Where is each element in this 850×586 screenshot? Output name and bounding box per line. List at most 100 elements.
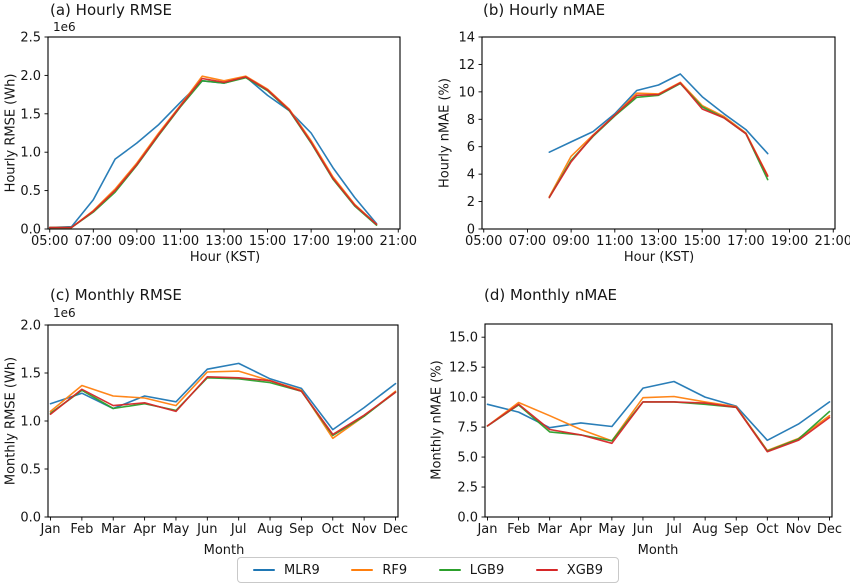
legend-label-mlr9: MLR9 [284,562,320,578]
panel-b-ytick-label: 8 [467,113,475,128]
panel-a-title: (a) Hourly RMSE [50,1,172,19]
panel-c-offset: 1e6 [53,306,76,320]
panel-a-ytick-label: 1.0 [20,146,41,161]
series-xgb9-panel-b [548,82,769,199]
legend-item-lgb9: LGB9 [438,562,505,578]
panel-c-xtick-label: Aug [257,522,282,537]
panel-b-ytick-label: 14 [458,31,475,46]
panel-c-xtick-label: Jun [196,522,217,537]
panel-a-ytick-label: 2.5 [20,31,41,46]
panel-d-xtick-label: Oct [756,522,778,537]
legend-line-swatch-rf9 [351,568,374,572]
panel-c-xtick-label: Jan [39,522,60,537]
panel-c-ytick-label: 2.0 [20,319,41,334]
panel-d-xtick-label: Jun [632,522,653,537]
panel-a-ytick-label: 0.0 [20,223,41,238]
panel-d-ytick-label: 2.5 [457,481,478,496]
series-mlr9-panel-c [49,362,397,431]
panel-b-xtick-label: 09:00 [552,234,589,249]
panel-d-ytick-label: 5.0 [457,451,478,466]
panel-d-title: (d) Monthly nMAE [484,286,618,304]
panel-a-ytick-label: 0.5 [20,184,41,199]
legend-item-mlr9: MLR9 [253,563,320,578]
panel-a-xtick-label: 19:00 [336,234,373,249]
panel-c-xtick-label: Sep [289,522,314,537]
legend: MLR9 RF9 LGB9 XGB9 [237,557,619,583]
panel-b-xtick-label: 05:00 [465,234,502,249]
series-xgb9-panel-a [48,76,378,229]
series-rf9-panel-c [49,370,397,440]
panel-c-xtick-label: Oct [322,522,344,537]
panel-d-xtick-label: Sep [724,522,749,537]
panel-b-ylabel: Hourly nMAE (%) [437,78,453,188]
panel-d-xtick-label: Mar [537,522,562,537]
panel-c-xtick-label: Dec [383,522,408,537]
series-mlr9-panel-b [548,73,769,155]
panel-d-xtick-label: Dec [817,522,842,537]
panel-b-xtick-label: 17:00 [727,234,764,249]
series-rf9-panel-b [548,81,769,198]
series-lgb9-panel-d [486,401,831,452]
legend-item-xgb9: XGB9 [535,562,603,578]
panel-c-xtick-label: Jul [230,522,247,537]
panel-a-xtick-label: 17:00 [292,234,329,249]
panel-d-ytick-label: 10.0 [449,391,478,406]
panel-a-xtick-label: 09:00 [118,234,155,249]
panel-a-xtick-label: 15:00 [249,234,286,249]
series-xgb9-panel-d [486,401,831,453]
panel-d-xtick-label: Nov [786,522,812,537]
panel-c-ytick-label: 0.5 [20,463,41,478]
panel-a-xtick-label: 05:00 [31,234,68,249]
panel-c-xtick-label: May [163,522,190,537]
series-rf9-panel-d [486,395,831,452]
panel-d-ytick-label: 12.5 [449,361,478,376]
panel-b-frame [481,36,836,230]
panel-a-xtick-label: 07:00 [75,234,112,249]
panel-d-xlabel: Month [637,543,679,558]
panel-c-title: (c) Monthly RMSE [50,286,182,304]
legend-label-lgb9: LGB9 [469,562,505,578]
panel-d-xtick-label: Aug [692,522,717,537]
panel-c-xtick-label: Mar [101,522,126,537]
panel-c-ytick-label: 0.0 [20,511,41,526]
panel-a-ytick-label: 1.5 [20,107,41,122]
legend-line-swatch-mlr9 [253,568,275,572]
panel-b-xtick-label: 21:00 [815,234,850,249]
panel-d-xtick-label: Feb [507,522,530,537]
panel-a-ylabel: Hourly RMSE (Wh) [3,73,19,193]
panel-c-ytick-label: 1.0 [20,415,41,430]
legend-line-swatch-lgb9 [438,568,461,572]
legend-label-rf9: RF9 [382,562,408,578]
panel-a-ytick-label: 2.0 [20,69,41,84]
panel-d-xtick-label: Jan [476,522,497,537]
panel-a-xtick-label: 11:00 [162,234,199,249]
panel-c-xtick-label: Apr [133,522,156,537]
panel-b-xtick-label: 19:00 [771,234,808,249]
legend-label-xgb9: XGB9 [566,562,603,578]
panel-c-xtick-label: Feb [70,522,93,537]
series-lgb9-panel-c [49,376,397,437]
panel-c-xlabel: Month [203,543,245,558]
panel-d-xtick-label: Jul [665,522,682,537]
panel-b-xtick-label: 13:00 [640,234,677,249]
panel-a-xtick-label: 21:00 [380,234,417,249]
panel-b-ytick-label: 0 [467,223,475,238]
panel-c-ytick-label: 1.5 [20,367,41,382]
panel-c-xtick-label: Nov [351,522,377,537]
panel-d-xtick-label: Apr [570,522,593,537]
panel-d-frame [484,323,833,518]
panel-d-ytick-label: 15.0 [449,331,478,346]
panel-d-ytick-label: 0.0 [457,511,478,526]
panel-b-xtick-label: 15:00 [683,234,720,249]
legend-item-rf9: RF9 [351,563,407,578]
series-lgb9-panel-b [548,82,769,199]
series-rf9-panel-a [48,75,378,229]
panel-c-ylabel: Monthly RMSE (Wh) [3,356,19,486]
panel-b-ytick-label: 2 [467,195,475,210]
panel-b-xlabel: Hour (KST) [623,250,695,265]
panel-d-xtick-label: May [598,522,625,537]
panel-b-ytick-label: 4 [467,168,475,183]
panel-b-title: (b) Hourly nMAE [483,1,606,19]
